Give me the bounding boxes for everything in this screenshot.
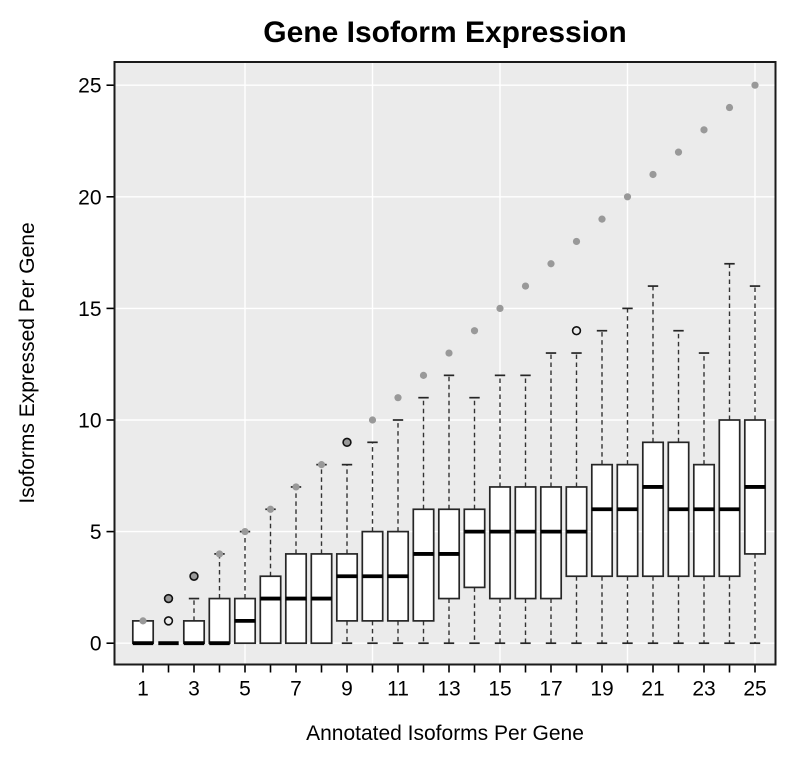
- box-16: [514, 486, 537, 600]
- y-tick-label-20: 20: [78, 186, 101, 209]
- plot-border: [113, 61, 777, 666]
- identity-dot-9: [343, 438, 351, 446]
- outlier-9-9: [342, 437, 352, 448]
- y-axis-title: Isoforms Expressed Per Gene: [16, 222, 39, 503]
- outlier-2-1: [163, 616, 174, 626]
- identity-dot-11: [394, 394, 402, 402]
- y-tick-label-15: 15: [78, 298, 101, 321]
- identity-dot-5: [241, 528, 249, 536]
- box-19: [590, 463, 614, 578]
- outlier-2-2: [163, 593, 174, 604]
- x-tick-label-5: 5: [239, 678, 251, 701]
- identity-dot-12: [419, 371, 428, 379]
- box-3: [182, 620, 206, 645]
- x-tick-label-13: 13: [437, 678, 460, 701]
- y-tick-label-10: 10: [78, 410, 101, 433]
- x-tick-label-15: 15: [488, 678, 511, 701]
- identity-dot-19: [598, 215, 606, 223]
- identity-dot-8: [317, 461, 326, 469]
- identity-dot-4: [215, 550, 224, 558]
- y-tick-label-0: 0: [90, 633, 102, 656]
- x-axis-title: Annotated Isoforms Per Gene: [306, 722, 584, 745]
- x-tick-label-7: 7: [290, 678, 302, 701]
- box-20: [616, 463, 639, 578]
- identity-dot-6: [266, 505, 275, 513]
- identity-dot-20: [623, 193, 632, 201]
- x-tick-label-23: 23: [692, 678, 715, 701]
- identity-dot-18: [572, 237, 581, 246]
- identity-dot-15: [496, 304, 504, 312]
- y-tick-label-25: 25: [78, 75, 101, 98]
- x-tick-label-19: 19: [590, 678, 613, 701]
- box-21: [641, 441, 665, 578]
- identity-dot-25: [751, 81, 759, 89]
- x-tick-label-1: 1: [137, 678, 149, 701]
- x-tick-label-17: 17: [539, 678, 562, 701]
- box-15: [488, 486, 512, 600]
- box-6: [259, 575, 282, 645]
- x-tick-label-3: 3: [188, 678, 200, 701]
- identity-dot-24: [725, 103, 734, 112]
- outlier-18-14: [571, 326, 582, 336]
- identity-dot-17: [547, 260, 555, 268]
- identity-dot-3: [190, 572, 198, 580]
- box-4: [208, 597, 231, 645]
- identity-dot-13: [445, 349, 453, 357]
- box-17: [539, 486, 563, 600]
- x-tick-label-11: 11: [387, 678, 409, 701]
- identity-dot-23: [700, 126, 708, 134]
- identity-dot-22: [674, 148, 683, 156]
- box-12: [412, 508, 435, 622]
- identity-dot-16: [521, 282, 530, 290]
- box-23: [692, 463, 716, 578]
- outlier-3-3: [189, 571, 199, 581]
- y-tick-label-5: 5: [90, 521, 102, 544]
- box-24: [718, 419, 741, 578]
- chart-title: Gene Isoform Expression: [263, 16, 626, 49]
- identity-dot-2: [164, 594, 173, 603]
- identity-dot-7: [292, 483, 300, 491]
- x-tick-label-9: 9: [341, 678, 353, 701]
- x-tick-label-21: 21: [641, 678, 664, 701]
- identity-dot-14: [470, 327, 479, 335]
- x-tick-label-25: 25: [743, 678, 766, 701]
- identity-dot-10: [368, 416, 377, 424]
- box-14: [463, 508, 486, 589]
- identity-dot-21: [649, 170, 657, 179]
- identity-dot-1: [139, 617, 147, 625]
- box-9: [335, 553, 359, 622]
